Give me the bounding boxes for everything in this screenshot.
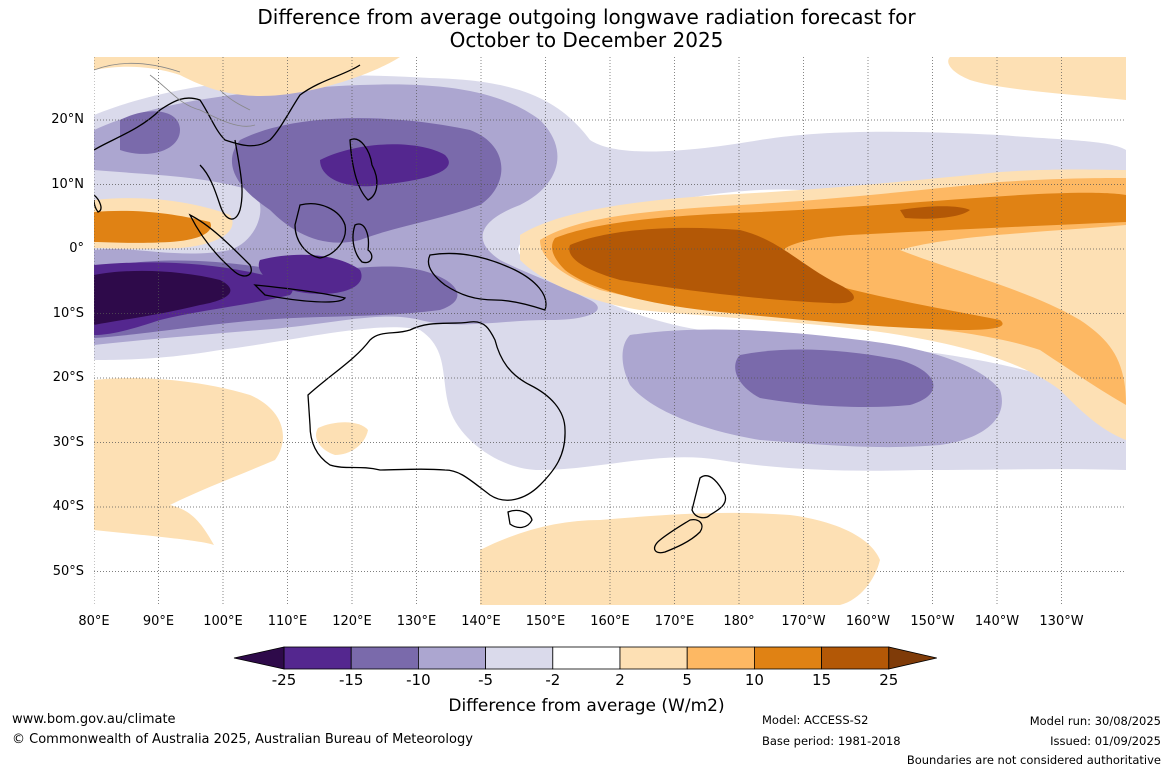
longitude-label: 130°E [396,614,437,629]
coastlines [94,64,727,554]
colorbar [233,646,937,670]
footer-model-run: Model run: 30/08/2025 [1029,714,1161,728]
longitude-label: 90°E [142,614,175,629]
colorbar-tick-label: 10 [744,671,764,689]
colorbar-title: Difference from average (W/m2) [448,696,725,716]
colorbar-tick-label: 25 [879,671,899,689]
footer-issued: Issued: 01/09/2025 [1050,734,1161,748]
colorbar-swatch [417,646,486,670]
country-borders [94,63,256,127]
colorbar-tick-label: 2 [615,671,625,689]
longitude-label: 150°W [910,614,955,629]
colorbar-low-extension [233,646,285,670]
colorbar-high-extension [888,646,937,670]
footer-website: www.bom.gov.au/climate [12,712,176,727]
colorbar-tick-label: -5 [478,671,494,689]
longitude-label: 110°E [267,614,308,629]
footer-disclaimer: Boundaries are not considered authoritat… [906,753,1161,767]
anomaly-region-plus2-south-pacific [480,512,880,605]
colorbar-tick-label: 5 [682,671,692,689]
colorbar-swatch [283,646,352,670]
latitude-label: 40°S [52,499,84,514]
longitude-label: 140°W [974,614,1020,629]
new-zealand-south-coastline [653,519,703,554]
sulawesi-coastline [352,223,373,264]
borneo-coastline [294,203,347,259]
anomaly-region-plus2-ne [948,57,1126,100]
mainland-asia-coastline [94,64,361,220]
map-area [94,57,1126,605]
philippines-coastline [349,138,378,201]
longitude-label: 100°E [203,614,243,629]
longitude-label: 80°E [78,614,110,629]
longitude-label: 160°E [590,614,630,629]
anomaly-region-minus10-south-pacific [735,349,934,408]
footer-copyright: © Commonwealth of Australia 2025, Austra… [12,732,473,747]
latitude-label: 0° [69,241,84,256]
colorbar-swatch [485,646,554,670]
longitude-label: 160°W [845,614,891,629]
latitude-label: 50°S [52,563,84,579]
anomaly-region-plus2-south-indian [94,378,283,545]
positive-anomaly-regions [94,57,1126,605]
latitude-label: 10°S [52,305,84,321]
longitude-label: 180° [723,614,755,629]
graticule [94,57,1126,605]
colorbar-tick-label: -2 [545,671,561,689]
latitude-label: 20°S [52,370,84,385]
latitude-label: 10°N [51,176,84,192]
sumatra-coastline [188,213,252,277]
india-coastline [94,194,102,213]
longitude-label: 140°E [461,614,501,629]
colorbar-tick-label: -10 [406,671,431,689]
tasmania-coastline [507,509,533,529]
colorbar-swatch [686,646,755,670]
colorbar-swatch [754,646,823,670]
colorbar-swatch [619,646,688,670]
longitude-label: 130°W [1039,614,1084,629]
colorbar-tick-label: -15 [338,671,364,689]
longitude-label: 170°W [781,614,826,629]
latitude-label: 20°N [51,112,84,127]
latitude-label: 30°S [52,434,84,450]
footer-base-period: Base period: 1981-2018 [762,734,901,748]
new-zealand-north-coastline [691,475,727,519]
anomaly-region-plus2-north [94,57,400,96]
australia-coastline [307,321,566,501]
colorbar-swatch [821,646,890,670]
anomaly-region-plus15-equator [569,206,970,304]
title-line-1: Difference from average outgoing longwav… [257,5,916,29]
colorbar-tick-label: 15 [812,671,832,689]
colorbar-swatch [350,646,419,670]
longitude-label: 150°E [525,614,566,629]
new-guinea-coastline [427,252,547,311]
java-coastline [253,284,347,303]
title-line-2: October to December 2025 [449,28,724,52]
anomaly-region-minus25 [94,270,231,325]
footer-model: Model: ACCESS-S2 [762,713,869,727]
longitude-label: 120°E [332,614,372,629]
longitude-label: 170°E [654,614,695,629]
colorbar-tick-label: -25 [271,671,297,689]
anomaly-region-plus2-australia [315,422,368,455]
colorbar-swatch [552,646,621,670]
